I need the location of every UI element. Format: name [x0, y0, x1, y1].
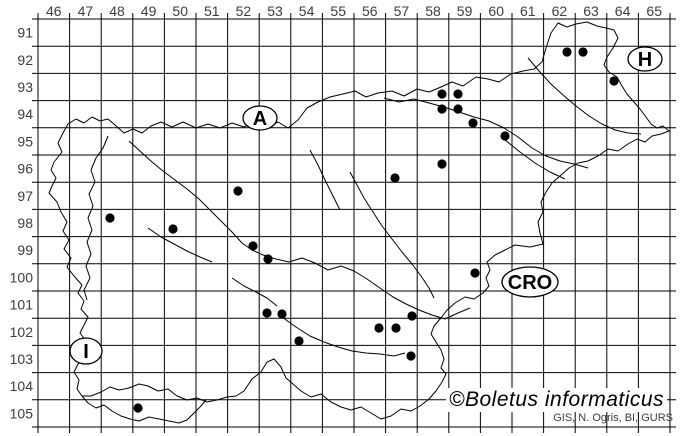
row-label: 95 [17, 133, 33, 149]
country-ellipse-austria [242, 105, 278, 131]
column-label: 52 [236, 3, 252, 19]
occurrence-dot [470, 268, 480, 278]
map-outline [48, 21, 670, 424]
occurrence-dot [233, 186, 243, 196]
row-label: 99 [17, 242, 33, 258]
occurrence-dot [437, 89, 447, 99]
occurrence-dot [609, 76, 619, 86]
river-line [231, 277, 278, 307]
occurrence-dot [453, 89, 463, 99]
country-ellipse-hungary [627, 46, 663, 72]
country-label-austria: A [253, 108, 267, 130]
occurrence-dot [453, 104, 463, 114]
column-label: 64 [615, 3, 631, 19]
column-label: 65 [646, 3, 662, 19]
river-line [504, 139, 566, 180]
copyright-text: ©Boletus informaticus [446, 388, 668, 412]
column-label: 56 [362, 3, 378, 19]
column-label: 51 [204, 3, 220, 19]
river-line [281, 316, 406, 357]
row-label: 104 [10, 378, 34, 394]
occurrence-dot [578, 47, 588, 57]
column-label: 53 [267, 3, 283, 19]
row-label: 100 [10, 269, 34, 285]
row-label: 103 [10, 351, 34, 367]
column-labels: 46 47 48 49 50 51 52 53 54 55 56 57 58 59 60 61 62 63 64 65 [46, 3, 662, 19]
occurrence-dot [390, 173, 400, 183]
river-line [383, 97, 589, 169]
country-label-croatia: CRO [508, 272, 552, 294]
occurrence-dot [391, 323, 401, 333]
column-label: 55 [330, 3, 346, 19]
river-line [309, 149, 341, 211]
coastline [81, 395, 207, 424]
country-labels: A H CRO I [69, 46, 663, 365]
river-line [128, 140, 264, 256]
river-line [527, 57, 642, 135]
row-label: 102 [10, 324, 34, 340]
occurrence-dot [262, 308, 272, 318]
column-label: 60 [488, 3, 504, 19]
occurrence-dot [437, 159, 447, 169]
row-label: 105 [10, 405, 34, 421]
column-label: 57 [394, 3, 410, 19]
river-line [262, 254, 471, 320]
river-line [349, 171, 435, 299]
occurrence-dot [294, 336, 304, 346]
occurrence-dot [374, 323, 384, 333]
occurrence-dot [468, 118, 478, 128]
column-label: 49 [141, 3, 157, 19]
row-label: 97 [17, 188, 33, 204]
row-label: 93 [17, 79, 33, 95]
column-label: 63 [583, 3, 599, 19]
column-label: 59 [457, 3, 473, 19]
occurrence-dots [105, 47, 619, 413]
row-label: 96 [17, 161, 33, 177]
country-border [48, 21, 670, 420]
occurrence-dot [248, 241, 258, 251]
column-label: 48 [109, 3, 125, 19]
country-ellipse-croatia [501, 266, 559, 298]
row-labels: 91 92 93 94 95 96 97 98 99 100 101 102 103 104 105 [10, 25, 34, 422]
grid-lines [32, 13, 676, 433]
country-label-italy: I [83, 341, 89, 363]
river-line [83, 135, 109, 301]
column-label: 61 [520, 3, 536, 19]
occurrence-dot [263, 254, 273, 264]
occurrence-dot [105, 213, 115, 223]
occurrence-dot [407, 311, 417, 321]
row-label: 101 [10, 297, 34, 313]
row-label: 98 [17, 215, 33, 231]
column-label: 50 [172, 3, 188, 19]
column-label: 47 [78, 3, 94, 19]
occurrence-dot [500, 131, 510, 141]
occurrence-dot [562, 47, 572, 57]
column-label: 54 [299, 3, 315, 19]
column-label: 62 [552, 3, 568, 19]
country-label-hungary: H [638, 49, 652, 71]
occurrence-dot [168, 224, 178, 234]
occurrence-dot [277, 309, 287, 319]
occurrence-dot [406, 351, 416, 361]
occurrence-dot [437, 104, 447, 114]
row-label: 92 [17, 52, 33, 68]
row-label: 94 [17, 106, 33, 122]
column-label: 58 [425, 3, 441, 19]
river-line [147, 227, 213, 263]
country-ellipse-italy [69, 337, 103, 365]
column-label: 46 [46, 3, 62, 19]
row-label: 91 [17, 25, 33, 41]
occurrence-dot [133, 403, 143, 413]
source-credit-text: GIS, N. Ogris, BI, GURS [553, 412, 673, 424]
